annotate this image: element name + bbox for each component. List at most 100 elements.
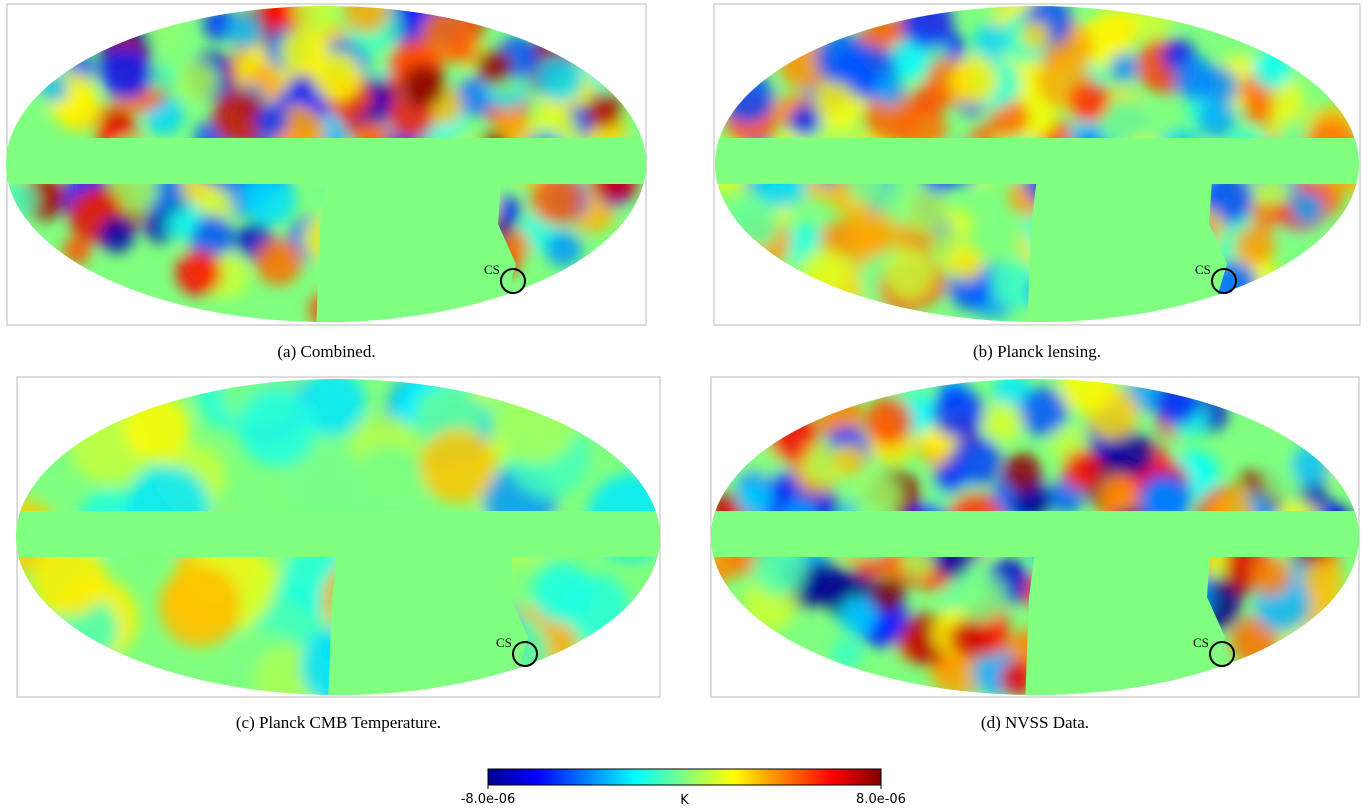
blob [175,249,222,296]
sky-map: CS [16,376,661,698]
blob [932,386,985,439]
blob [158,565,242,648]
blob [1301,560,1345,603]
caption: (c) Planck CMB Temperature. [236,713,441,732]
blob [1250,555,1292,596]
blob [299,379,366,437]
cold-spot-circle [512,641,538,667]
blob [199,188,234,224]
blob [973,23,1009,60]
blob [905,189,949,233]
blob [165,207,198,240]
cold-spot-circle [1211,268,1237,294]
blob [1021,20,1050,50]
blob [99,46,153,100]
blob [950,57,999,105]
blob [531,563,593,624]
blob [957,573,1007,623]
blob [530,173,583,225]
blob [1098,96,1151,149]
blob [1244,96,1274,125]
caption: (d) NVSS Data. [981,713,1089,732]
blob [1290,191,1324,225]
blob [1068,80,1109,121]
blob [950,435,1001,486]
blob [1197,100,1236,139]
blob [1095,6,1140,52]
mask-band [711,511,1359,557]
cold-spot-label: CS [1195,262,1211,277]
blob [887,38,928,79]
sky-map: CS [6,3,647,326]
map-area [16,379,660,695]
blob [292,6,338,34]
blob [831,638,862,670]
mask-band [6,138,646,184]
blob [864,88,920,144]
blob [243,172,296,226]
blob [535,55,584,103]
blob [212,90,269,146]
blob [586,92,622,129]
blob [990,260,1038,308]
blob [1062,449,1103,490]
blob [420,428,496,504]
blob [6,177,39,221]
sky-map: CS [713,3,1361,326]
blob [838,597,877,636]
blob [1018,387,1068,437]
blob [878,185,912,220]
blob [1109,53,1139,82]
blob [833,443,867,476]
blob [98,216,135,253]
blob [711,552,735,585]
blob [803,561,848,606]
cold-spot-label: CS [484,262,500,277]
blob [344,6,390,33]
blob [949,619,989,659]
blob [401,64,445,108]
blob [227,13,263,49]
blob [853,472,901,521]
blob [736,481,773,518]
blob [1173,56,1219,102]
blob [348,445,427,525]
cold-spot-label: CS [1193,635,1209,650]
blob [871,578,906,612]
blob [188,214,235,261]
blob [282,436,367,521]
blob [255,104,289,138]
blob [865,397,913,445]
sky-map: CS [710,376,1360,698]
colorbar [487,768,882,786]
blob [476,48,513,86]
blob [1235,225,1276,265]
map-area [715,6,1359,322]
blob [1002,452,1042,492]
cold-spot-circle [1209,641,1235,667]
cold-spot-circle [500,268,526,294]
blob [545,230,583,268]
blob [1098,474,1136,511]
blob [280,27,328,75]
blob [789,104,821,137]
blob [949,246,984,281]
mask-band [16,511,660,557]
blob [238,389,317,468]
mask-region [1025,552,1225,695]
map-area [711,379,1359,695]
caption: (b) Planck lensing. [973,342,1101,361]
mask-band [715,138,1359,184]
colorbar-tick-label: -8.0e-06 [461,792,516,807]
blob [1109,431,1155,477]
blob [312,52,362,102]
blob [982,402,1023,443]
colorbar-tick-label: 8.0e-06 [856,792,906,807]
cold-spot-label: CS [496,635,512,650]
blob [873,74,906,106]
blob [883,249,935,301]
blob [32,542,107,617]
mask-region [316,179,516,322]
blob [62,236,91,265]
